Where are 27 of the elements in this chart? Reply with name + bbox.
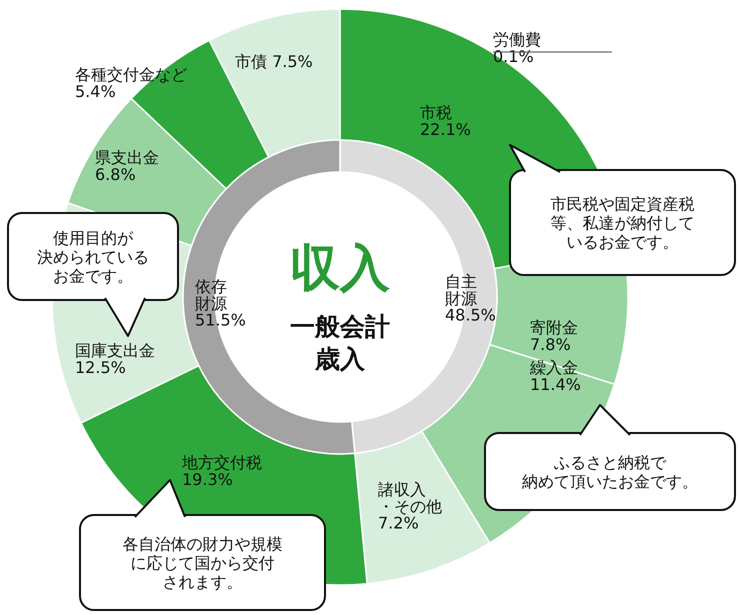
data-label: 12.5% [75, 358, 126, 377]
slice-label: 国庫支出金 [75, 341, 155, 360]
slice-label: 市税 [420, 103, 452, 122]
data-label: 19.3% [182, 470, 233, 489]
slice-label: 地方交付税 [181, 453, 262, 472]
text: 収入 [290, 239, 391, 297]
slice-label: 各種交付金など [75, 65, 187, 84]
data-label: 7.2% [378, 514, 419, 533]
text: ふるさと納税で納めて頂いたお金です。 [522, 453, 698, 491]
text: 一般会計歳入 [290, 312, 390, 374]
text: 使用目的が決められているお金です。 [37, 228, 149, 286]
data-label: 6.8% [95, 164, 136, 184]
slice-label: 自主財源 [445, 272, 477, 308]
slice-label: 寄附金 [530, 318, 578, 337]
slice-label: 依存財源 [195, 277, 227, 313]
data-label: 5.4% [75, 82, 116, 101]
data-label: 11.4% [530, 374, 581, 394]
text: 各自治体の財力や規模に応じて国から交付されます。 [122, 534, 282, 592]
slice-label: 諸収入・その他 [378, 480, 442, 516]
text: 市民税や固定資産税等、私達が納付しているお金です。 [550, 194, 694, 252]
data-label: 7.8% [530, 334, 571, 354]
data-label: 48.5% [445, 306, 496, 325]
slice-label: 市債 7.5% [235, 52, 313, 71]
slice-label: 繰入金 [529, 358, 578, 377]
data-label: 22.1% [420, 120, 471, 139]
data-label: 51.5% [195, 310, 246, 330]
slice-label: 県支出金 [95, 148, 159, 167]
